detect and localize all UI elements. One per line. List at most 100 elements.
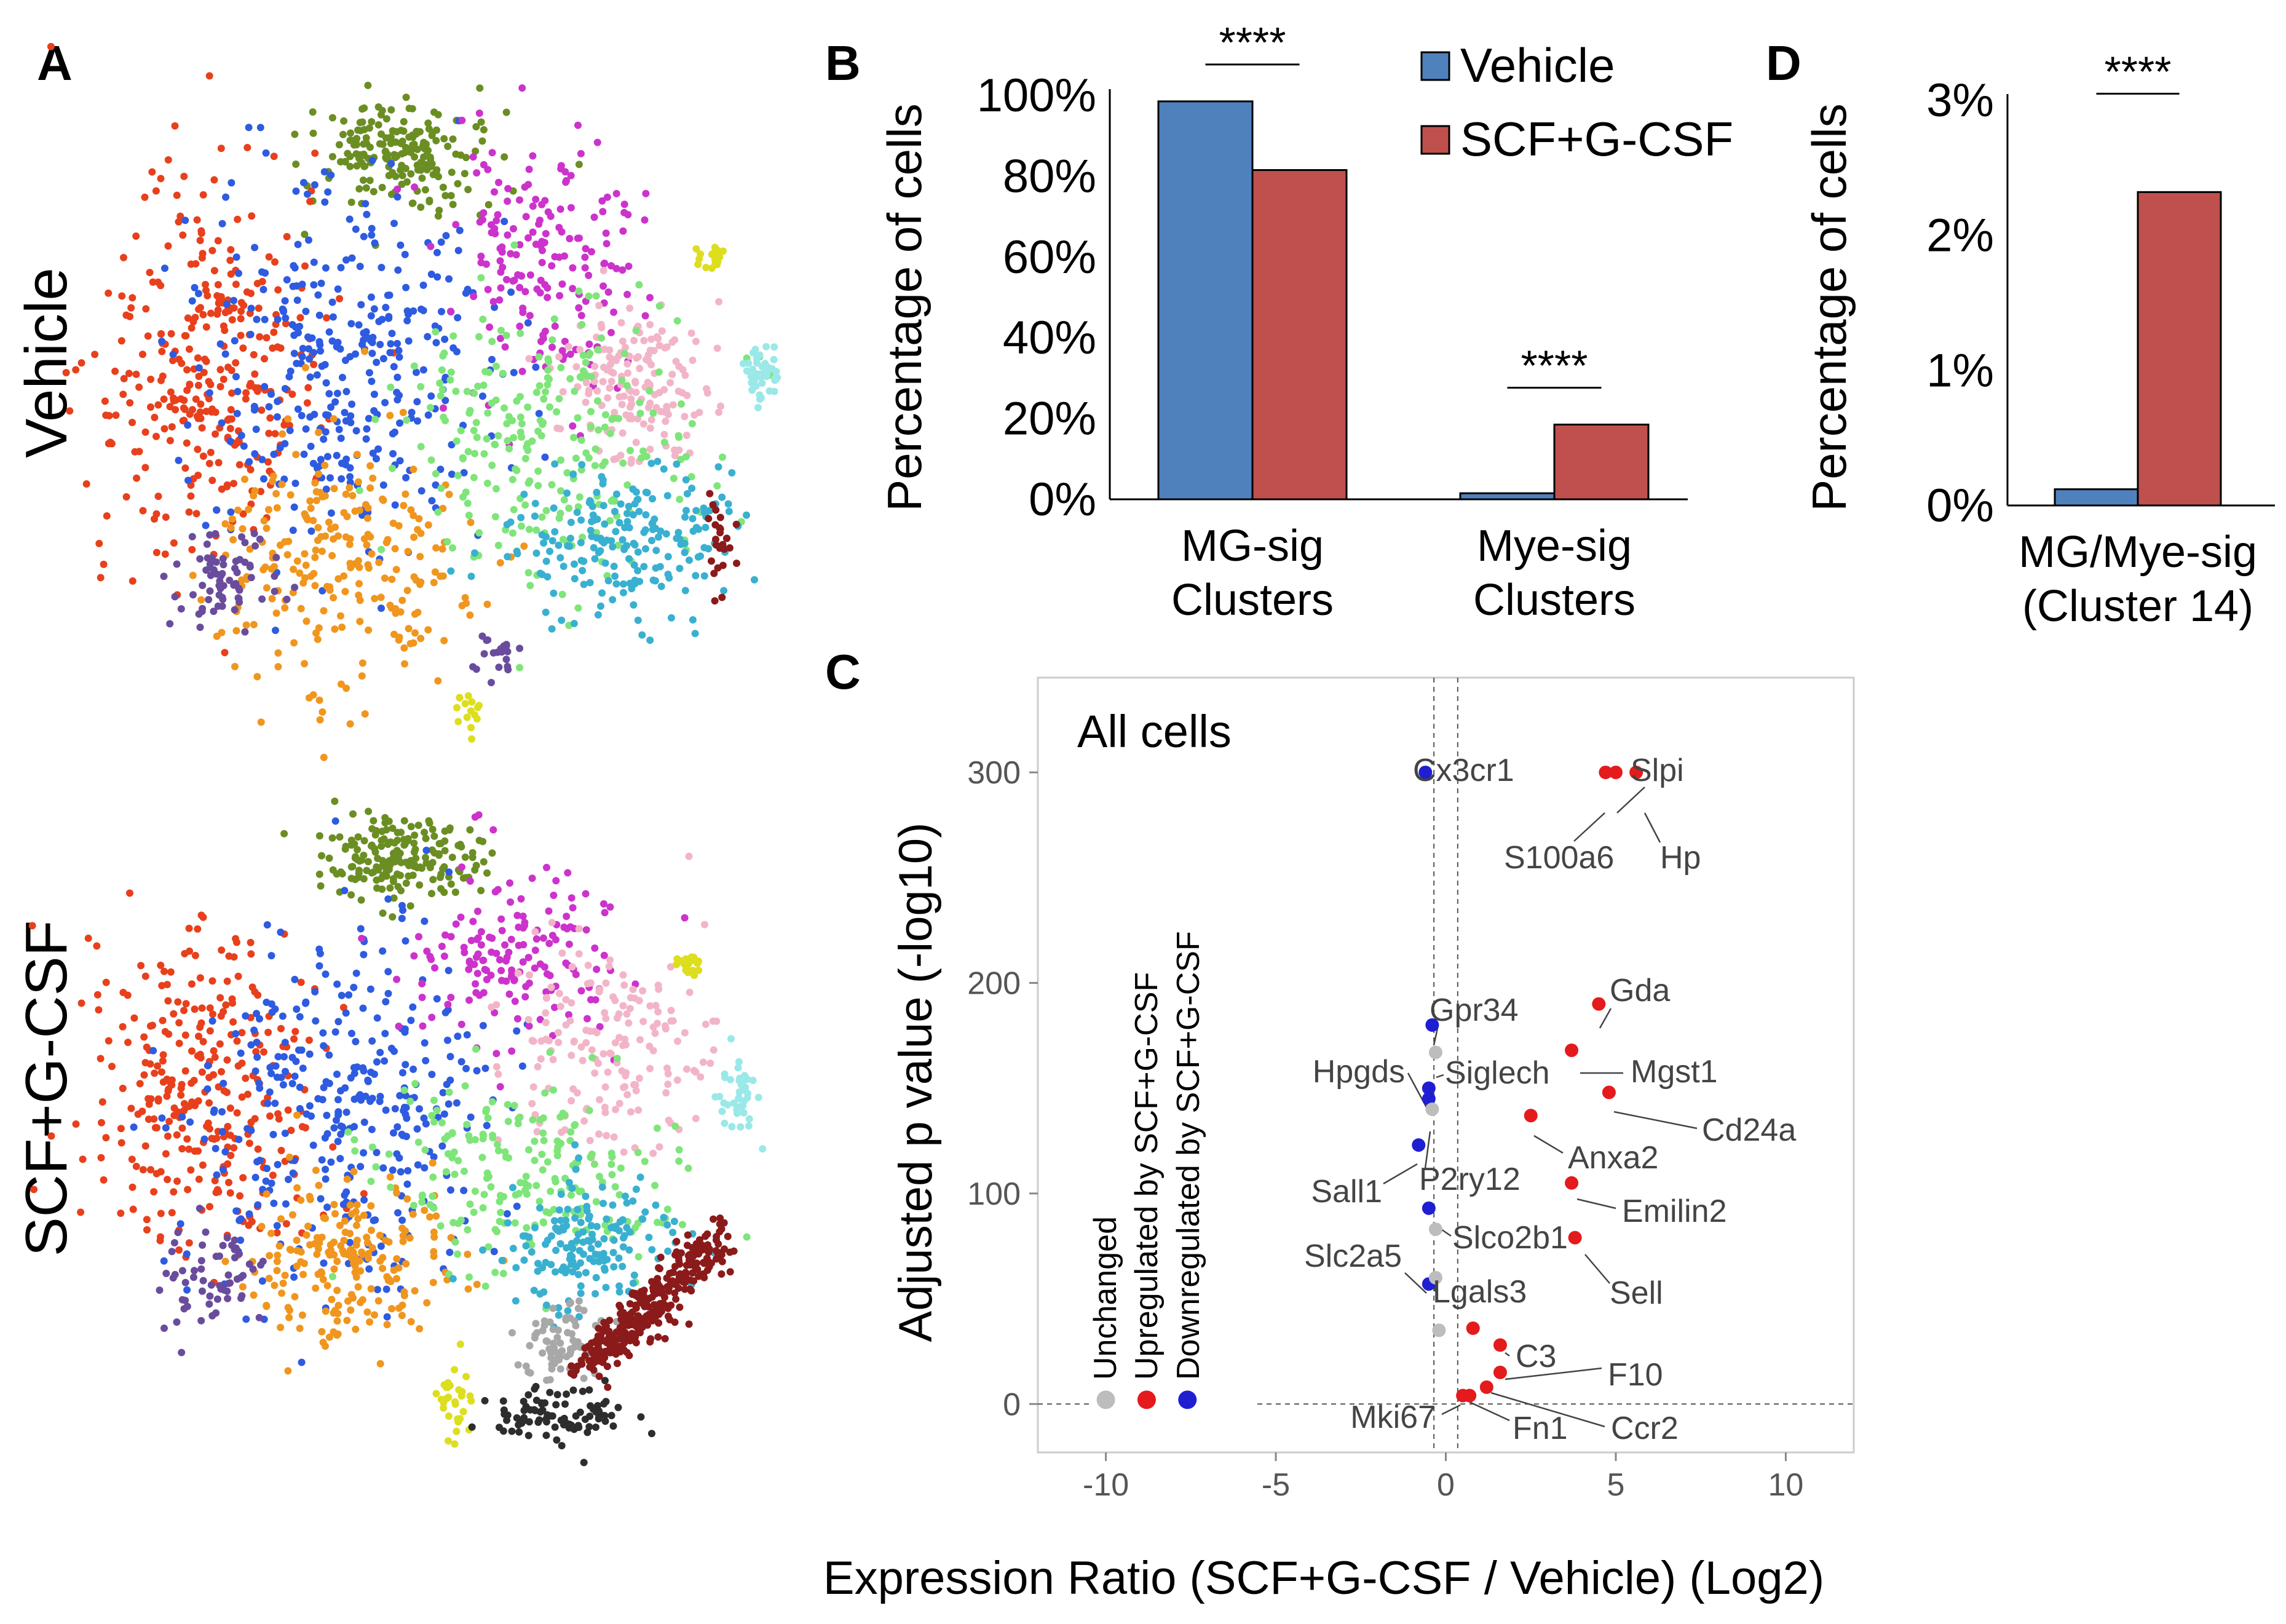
gene-label-leader xyxy=(1533,1135,1564,1154)
y-tick-label: 300 xyxy=(967,755,1021,791)
gene-label-lgals3: Lgals3 xyxy=(1433,1274,1527,1310)
gene-label-leader xyxy=(1441,1404,1461,1416)
y-tick-label: 200 xyxy=(967,965,1021,1001)
gene-point-anxa2 xyxy=(1524,1109,1538,1123)
gene-point-sall1 xyxy=(1412,1138,1426,1152)
legend-label: Upregulated by SCF+G-CSF xyxy=(1129,972,1165,1380)
gene-label-leader xyxy=(1436,1074,1444,1079)
gene-label-hpgds: Hpgds xyxy=(1313,1054,1405,1090)
gene-label-mgst1: Mgst1 xyxy=(1631,1054,1718,1090)
legend-swatch-scf-gcsf xyxy=(1420,125,1450,155)
gene-point-emilin2 xyxy=(1565,1176,1579,1190)
gene-label-leader xyxy=(1505,1352,1510,1357)
gene-label-leader xyxy=(1469,1401,1510,1422)
gene-label-fn1: Fn1 xyxy=(1513,1411,1568,1446)
gene-point-hp xyxy=(1629,766,1643,780)
panel-d-y-axis-label: Percentage of cells xyxy=(1802,103,1856,511)
gene-label-leader xyxy=(1616,786,1645,814)
gene-point-f10 xyxy=(1493,1365,1507,1379)
gene-label-slpi: Slpi xyxy=(1631,753,1684,788)
panel-b-significance-stars: **** xyxy=(1521,341,1588,389)
gene-label-gda: Gda xyxy=(1610,973,1670,1008)
gene-point-s100a6 xyxy=(1599,766,1613,780)
gene-label-leader xyxy=(1584,1254,1610,1284)
gene-label-leader xyxy=(1599,1008,1612,1029)
panel-d-category-label: (Cluster 14) xyxy=(2022,582,2253,631)
tsne-plot-scf-gcsf xyxy=(28,798,767,1467)
gene-point-down xyxy=(1422,1081,1436,1095)
gene-label-leader xyxy=(1424,1131,1431,1169)
x-tick-label: 5 xyxy=(1607,1467,1624,1503)
gene-point-cx3cr1 xyxy=(1418,766,1433,780)
y-tick-label: 100 xyxy=(967,1176,1021,1212)
legend-dot-down xyxy=(1178,1390,1197,1409)
gene-label-mki67: Mki67 xyxy=(1350,1400,1436,1435)
gene-point-mki67 xyxy=(1456,1388,1470,1403)
legend-label: Unchanged xyxy=(1088,1216,1123,1380)
legend-dot-up xyxy=(1137,1390,1156,1409)
panel-d-category-label: MG/Mye-sig xyxy=(2019,528,2257,577)
gene-point-c3 xyxy=(1493,1338,1507,1352)
gene-label-slc2a5: Slc2a5 xyxy=(1304,1238,1402,1274)
gene-point-gpr34 xyxy=(1425,1018,1439,1032)
gene-point-down xyxy=(1422,1201,1436,1215)
gene-label-sall1: Sall1 xyxy=(1311,1174,1382,1210)
gene-label-leader xyxy=(1490,1392,1605,1428)
gene-label-siglech: Siglech xyxy=(1445,1055,1550,1091)
gene-point-unchanged xyxy=(1432,1323,1446,1337)
panel-b-y-tick-label: 40% xyxy=(1003,312,1096,364)
gene-label-leader xyxy=(1433,1028,1439,1046)
panel-b-bar-scf-gcsf xyxy=(1553,423,1650,501)
gene-point-slpi xyxy=(1608,766,1623,780)
panel-d-bar-chart: 0% 1% 2% 3% **** MG/Mye-sig (Cluster 14) xyxy=(1926,47,2275,631)
gene-label-leader xyxy=(1643,812,1661,843)
gene-point-hpgds xyxy=(1422,1091,1436,1106)
panel-a-letter: A xyxy=(37,36,73,90)
panel-d-y-tick-label: 2% xyxy=(1926,210,1994,262)
panel-b-category-label: MG-sig xyxy=(1181,521,1324,571)
panel-d-bar-vehicle xyxy=(2054,488,2139,507)
panel-d-y-tick-label: 3% xyxy=(1926,74,1994,127)
panel-d-y-tick-label: 1% xyxy=(1926,344,1994,397)
x-tick-label: 0 xyxy=(1437,1467,1455,1503)
panel-b-y-tick-label: 20% xyxy=(1003,393,1096,445)
y-tick-label: 0 xyxy=(1003,1387,1021,1422)
panel-c-title: All cells xyxy=(1077,706,1232,757)
gene-label-cd24a: Cd24a xyxy=(1702,1112,1796,1148)
gene-point-siglech xyxy=(1428,1045,1442,1060)
panel-b-category-label: Mye-sig xyxy=(1477,521,1632,571)
gene-label-c3: C3 xyxy=(1516,1339,1556,1374)
panel-b-category-label: Clusters xyxy=(1473,576,1635,625)
panel-b-y-tick-label: 60% xyxy=(1003,231,1096,283)
gene-label-s100a6: S100a6 xyxy=(1504,840,1614,876)
panel-c-x-axis-label: Expression Ratio (SCF+G-CSF / Vehicle) (… xyxy=(823,1552,1824,1604)
gene-label-leader xyxy=(1383,1163,1418,1185)
gene-label-anxa2: Anxa2 xyxy=(1568,1140,1658,1176)
gene-label-sell: Sell xyxy=(1610,1275,1663,1311)
legend-label: Downregulated by SCF+G-CSF xyxy=(1171,931,1206,1380)
gene-point-slco2b1 xyxy=(1428,1222,1442,1237)
gene-label-leader xyxy=(1407,1072,1431,1114)
tsne-label-vehicle: Vehicle xyxy=(14,267,79,458)
gene-point-up xyxy=(1466,1321,1480,1335)
gene-point-gda xyxy=(1592,997,1606,1011)
gene-label-p2ry12: P2ry12 xyxy=(1419,1162,1521,1197)
gene-point-ccr2 xyxy=(1479,1380,1493,1394)
panel-c-letter: C xyxy=(825,644,861,699)
gene-point-sell xyxy=(1568,1230,1582,1245)
gene-label-leader xyxy=(1505,1367,1602,1380)
gene-point-lgals3 xyxy=(1428,1270,1442,1285)
panel-b-letter: B xyxy=(825,36,861,90)
gene-point-mgst1 xyxy=(1565,1044,1579,1058)
gene-point-p2ry12 xyxy=(1425,1102,1439,1116)
x-tick-label: -5 xyxy=(1262,1467,1290,1503)
gene-label-gpr34: Gpr34 xyxy=(1430,992,1519,1028)
legend-dot-unchanged xyxy=(1096,1390,1115,1409)
panel-d-significance-stars: **** xyxy=(2105,47,2172,95)
x-tick-label: 10 xyxy=(1768,1467,1803,1503)
gene-label-leader xyxy=(1613,1111,1698,1130)
gene-label-ccr2: Ccr2 xyxy=(1611,1411,1679,1446)
legend-label-vehicle: Vehicle xyxy=(1460,38,1615,92)
